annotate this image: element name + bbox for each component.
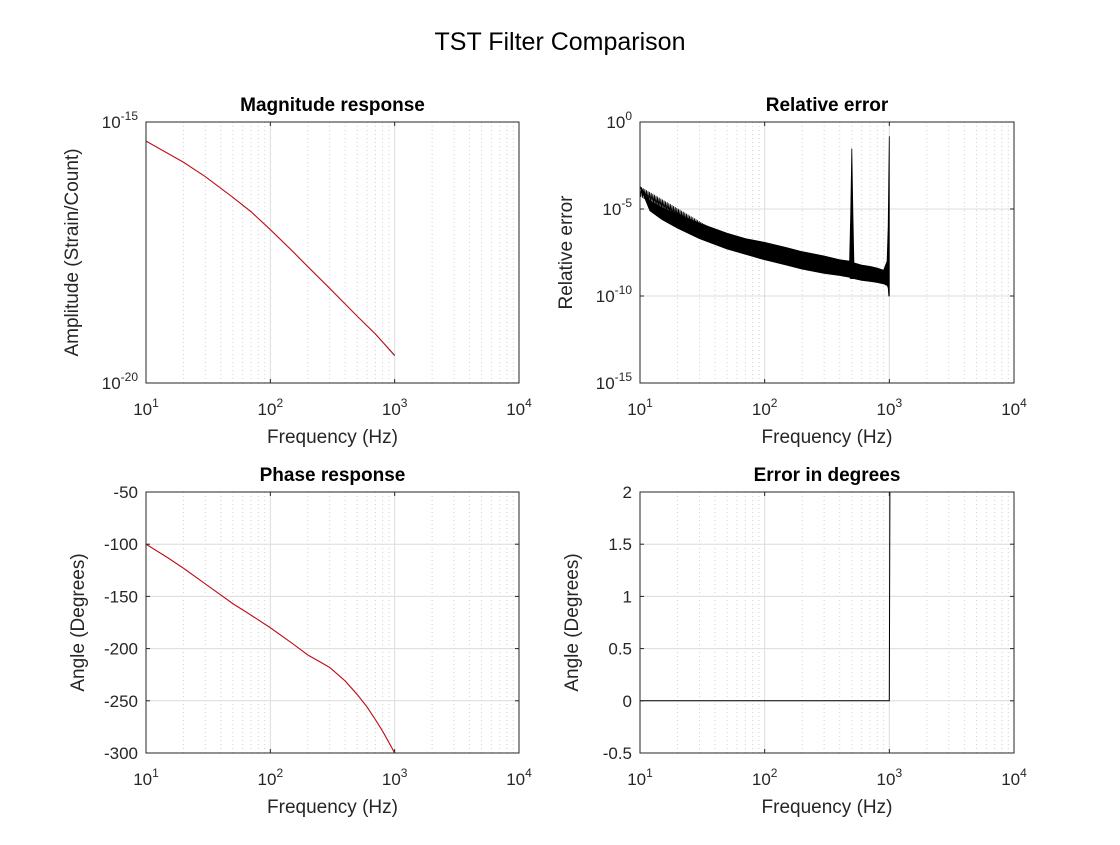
plot-title: Phase response	[260, 465, 406, 486]
y-tick-label: -0.5	[603, 744, 632, 763]
plot-title: Magnitude response	[240, 95, 425, 116]
series-group-magnitude	[146, 140, 396, 357]
y-tick-label: 10-20	[102, 370, 139, 393]
x-axis-label: Frequency (Hz)	[762, 797, 893, 818]
y-tick-label: -150	[104, 587, 138, 606]
series-line	[146, 140, 396, 356]
plot-relerror: 101 102 103 104 10-15 10-10 10-5 100 Relative er…	[556, 95, 1027, 448]
x-tick-label: 102	[752, 396, 778, 419]
y-tick-label: -100	[104, 535, 138, 554]
series-oscillation	[640, 186, 715, 241]
x-axis-label: Frequency (Hz)	[267, 427, 398, 448]
y-tick-label: 10-10	[596, 283, 633, 306]
axes-box-magnitude	[145, 121, 520, 384]
x-tick-label: 103	[382, 396, 408, 419]
x-tick-label: 103	[877, 766, 903, 789]
x-tick-label: 102	[752, 766, 778, 789]
x-tick-label: 101	[133, 396, 159, 419]
y-tick-label: 1.5	[608, 535, 632, 554]
axes-box-relerror	[639, 121, 1015, 384]
plot-magnitude: 101 102 103 104 10-20 10-15 Magnitude response…	[62, 95, 532, 448]
series-line	[146, 543, 396, 753]
series-envelope	[640, 136, 890, 297]
y-axis-label: Relative error	[556, 195, 577, 310]
x-tick-label: 102	[258, 766, 284, 789]
x-axis-label: Frequency (Hz)	[762, 427, 893, 448]
y-tick-label: 10-5	[602, 196, 632, 219]
axes-box-phase	[145, 491, 520, 754]
plot-phase: 101 102 103 104 -300 -250 -200 -150 -100 -50 Phase…	[68, 465, 532, 818]
x-tick-label: 101	[133, 766, 159, 789]
grid-degerror	[640, 492, 1014, 753]
grid-magnitude	[182, 122, 514, 383]
x-tick-label: 103	[877, 396, 903, 419]
axes-box-degerror	[639, 491, 1015, 754]
figure-title: TST Filter Comparison	[434, 28, 686, 56]
x-tick-label: 104	[1001, 396, 1027, 419]
y-tick-label: 0.5	[608, 640, 632, 659]
grid-relerror	[640, 122, 1014, 383]
y-axis-label: Angle (Degrees)	[562, 553, 583, 691]
y-tick-label: -50	[113, 483, 138, 502]
y-axis-label: Angle (Degrees)	[68, 553, 89, 691]
plot-title: Relative error	[766, 95, 889, 116]
series-line	[640, 492, 891, 702]
x-tick-label: 101	[627, 766, 653, 789]
y-tick-label: 10-15	[102, 109, 139, 132]
y-tick-label: -300	[104, 744, 138, 763]
x-tick-label: 101	[627, 396, 653, 419]
y-tick-label: -200	[104, 640, 138, 659]
series-group-degerror	[640, 492, 891, 702]
series-group-phase	[146, 543, 396, 753]
y-tick-label: -250	[104, 692, 138, 711]
plot-degerror: 101 102 103 104 -0.5 0 0.5 1 1.5 2 Error in degree…	[562, 465, 1027, 818]
x-axis-label: Frequency (Hz)	[267, 797, 398, 818]
x-tick-label: 104	[506, 396, 532, 419]
plot-title: Error in degrees	[754, 465, 901, 486]
x-tick-label: 102	[258, 396, 284, 419]
y-tick-label: 100	[606, 109, 632, 132]
series-group-relerror	[640, 136, 890, 297]
y-tick-label: 1	[623, 587, 632, 606]
y-axis-label: Amplitude (Strain/Count)	[62, 148, 83, 356]
grid-phase	[146, 492, 519, 753]
y-tick-label: 2	[623, 483, 632, 502]
y-tick-label: 10-15	[596, 370, 633, 393]
x-tick-label: 104	[1001, 766, 1027, 789]
x-tick-label: 104	[506, 766, 532, 789]
y-tick-label: 0	[623, 692, 632, 711]
x-tick-label: 103	[382, 766, 408, 789]
